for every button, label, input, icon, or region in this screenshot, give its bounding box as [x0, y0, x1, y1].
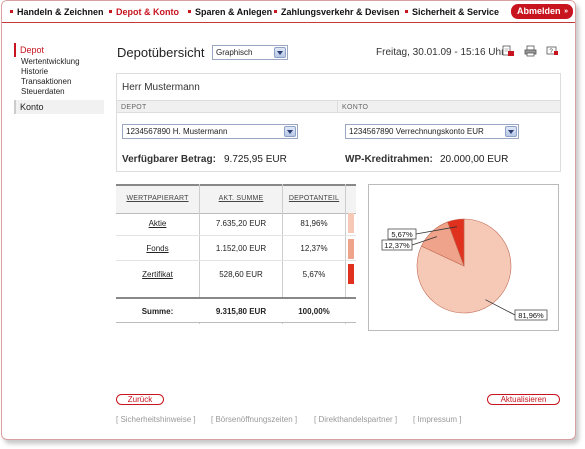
pie-slice-zertifikat	[447, 218, 465, 267]
row-divider	[116, 260, 356, 261]
logout-button[interactable]: Abmelden»	[511, 4, 573, 19]
available-label: Verfügbarer Betrag:	[122, 154, 216, 165]
sum-value: 9.315,80 EUR	[215, 307, 267, 316]
depot-select-value: 1234567890 H. Mustermann	[126, 127, 228, 136]
nav-sparen[interactable]: Sparen & Anlegen	[188, 7, 272, 17]
data-label: 81,96%	[518, 311, 544, 320]
leader-line	[485, 299, 516, 316]
print-icon[interactable]	[524, 45, 537, 57]
sum-share: 100,00%	[298, 307, 330, 316]
konto-select[interactable]: 1234567890 Verrechnungskonto EUR	[345, 124, 519, 139]
sidebar-item-konto[interactable]: Konto	[14, 100, 104, 114]
pdf-icon[interactable]	[502, 45, 515, 57]
help-icon[interactable]: ?	[546, 45, 559, 57]
account-panel: Herr Mustermann DEPOT KONTO 1234567890 H…	[116, 73, 561, 172]
arrow-right-icon: »	[564, 8, 568, 15]
leader-line	[415, 226, 457, 235]
app-window: Handeln & Zeichnen Depot & Konto Sparen …	[1, 0, 576, 440]
column-divider	[282, 184, 283, 324]
sum-label: Summe:	[141, 307, 174, 316]
data-label-box	[387, 228, 417, 240]
account-holder: Herr Mustermann	[122, 82, 200, 93]
row-color-swatch	[348, 264, 354, 284]
column-divider	[345, 184, 346, 324]
depot-select[interactable]: 1234567890 H. Mustermann	[122, 124, 298, 139]
back-button[interactable]: Zurück	[116, 394, 164, 405]
refresh-button[interactable]: Aktualisieren	[487, 394, 560, 405]
credit-label: WP-Kreditrahmen:	[345, 154, 433, 165]
view-select-value: Graphisch	[216, 48, 253, 57]
nav-label: Handeln & Zeichnen	[17, 7, 104, 17]
row-share: 5,67%	[302, 270, 326, 279]
view-select[interactable]: Graphisch	[212, 45, 288, 60]
col-header-sum[interactable]: AKT. SUMME	[218, 195, 264, 202]
footer-link-partners[interactable]: [ Direkthandelspartner ]	[314, 415, 398, 424]
sidebar: Depot Wertentwicklung Historie Transakti…	[14, 43, 104, 114]
nav-label: Zahlungsverkehr & Devisen	[281, 7, 400, 17]
page-title: Depotübersicht	[117, 45, 205, 60]
konto-column-header: KONTO	[337, 100, 560, 113]
nav-label: Sparen & Anlegen	[195, 7, 273, 17]
datetime: Freitag, 30.01.09 - 15:16 Uhr	[376, 47, 505, 58]
bullet-icon	[188, 10, 191, 14]
sidebar-item-historie[interactable]: Historie	[21, 67, 49, 76]
column-divider	[199, 184, 200, 324]
nav-handeln[interactable]: Handeln & Zeichnen	[10, 7, 104, 17]
logout-label: Abmelden	[517, 6, 561, 16]
data-label-box	[381, 239, 413, 251]
sidebar-item-depot[interactable]: Depot	[14, 43, 104, 57]
nav-depot-konto[interactable]: Depot & Konto	[109, 7, 179, 17]
depot-column-header: DEPOT	[117, 100, 337, 113]
bullet-icon	[274, 10, 277, 14]
table-header	[116, 184, 356, 214]
row-share: 81,96%	[300, 219, 328, 228]
pie-chart: 81,96% 12,37% 5,67%	[381, 218, 548, 321]
konto-select-value: 1234567890 Verrechnungskonto EUR	[349, 127, 484, 136]
svg-text:?: ?	[550, 49, 554, 55]
sidebar-item-steuerdaten[interactable]: Steuerdaten	[21, 87, 65, 96]
bullet-icon	[109, 10, 112, 14]
data-label: 12,37%	[384, 241, 410, 250]
nav-label: Sicherheit & Service	[412, 7, 500, 17]
row-type-fonds[interactable]: Fonds	[146, 244, 169, 253]
row-sum: 528,60 EUR	[219, 270, 263, 279]
footer-link-trading-hours[interactable]: [ Börsenöffnungszeiten ]	[211, 415, 298, 424]
chevron-down-icon	[274, 47, 286, 58]
nav-label: Depot & Konto	[116, 7, 179, 17]
leader-line	[411, 236, 438, 246]
col-header-share[interactable]: DEPOTANTEIL	[288, 195, 340, 202]
pie-chart-panel: 81,96% 12,37% 5,67%	[368, 184, 559, 331]
holdings-table: WERTPAPIERART AKT. SUMME DEPOTANTEIL Akt…	[116, 184, 356, 326]
row-sum: 1.152,00 EUR	[215, 244, 267, 253]
nav-sicherheit[interactable]: Sicherheit & Service	[405, 7, 499, 17]
credit-value: 20.000,00 EUR	[440, 154, 509, 165]
row-divider	[116, 235, 356, 236]
col-header-type[interactable]: WERTPAPIERART	[126, 195, 189, 202]
footer-link-security[interactable]: [ Sicherheitshinweise ]	[116, 415, 196, 424]
data-label: 5,67%	[391, 230, 413, 239]
chevron-down-icon	[284, 126, 296, 137]
row-color-swatch	[348, 239, 354, 259]
footer-link-imprint[interactable]: [ Impressum ]	[413, 415, 462, 424]
row-share: 12,37%	[300, 244, 328, 253]
row-color-swatch	[348, 213, 354, 233]
row-sum: 7.635,20 EUR	[215, 219, 267, 228]
bullet-icon	[10, 10, 13, 14]
data-label-box	[514, 309, 548, 321]
row-type-aktie[interactable]: Aktie	[148, 219, 167, 228]
bullet-icon	[405, 10, 408, 14]
sidebar-item-wertentwicklung[interactable]: Wertentwicklung	[21, 57, 80, 66]
chevron-down-icon	[505, 126, 517, 137]
sidebar-item-transaktionen[interactable]: Transaktionen	[21, 77, 72, 86]
top-navigation: Handeln & Zeichnen Depot & Konto Sparen …	[2, 1, 575, 23]
nav-zahlungsverkehr[interactable]: Zahlungsverkehr & Devisen	[274, 7, 400, 17]
row-type-zertifikat[interactable]: Zertifikat	[142, 270, 173, 279]
sum-row: Summe: 9.315,80 EUR 100,00%	[116, 297, 356, 323]
available-value: 9.725,95 EUR	[224, 154, 287, 165]
